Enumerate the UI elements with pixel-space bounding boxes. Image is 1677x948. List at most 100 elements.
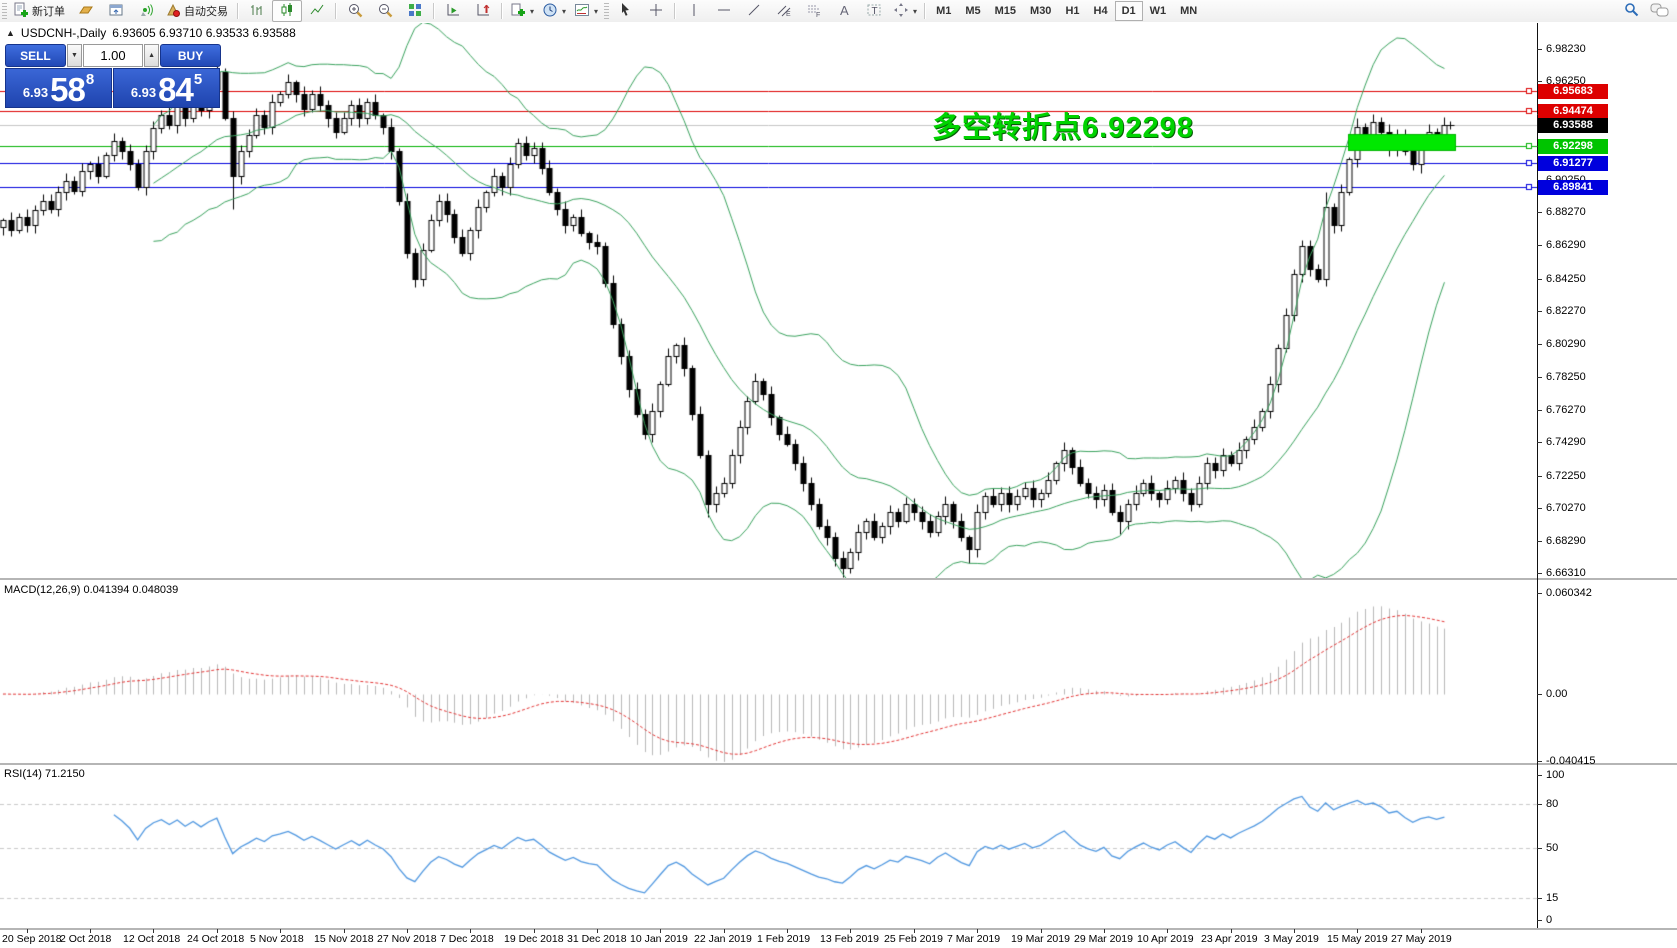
templates-button[interactable]: ▾ <box>570 0 602 22</box>
panel-separator[interactable] <box>0 928 1677 931</box>
text-label-button[interactable]: T <box>859 0 889 22</box>
buy-price-pips: 84 <box>158 71 194 108</box>
new-order-label: 新订单 <box>32 6 65 18</box>
price-tick-mark <box>1537 573 1542 574</box>
price-line-badge: 6.91277 <box>1538 156 1608 171</box>
panel-separator[interactable] <box>0 578 1677 581</box>
toolbar-separator <box>501 3 503 19</box>
line-chart-button[interactable] <box>302 0 332 22</box>
fibonacci-button[interactable]: F <box>799 0 829 22</box>
auto-scroll-button[interactable] <box>438 0 468 22</box>
chart-upload-icon <box>108 2 124 21</box>
macd-canvas[interactable] <box>0 581 1537 763</box>
svg-text:F: F <box>816 12 820 18</box>
price-tick-mark <box>1537 344 1542 345</box>
timeframe-m30[interactable]: M30 <box>1030 5 1052 17</box>
timeframe-mn[interactable]: MN <box>1180 5 1198 17</box>
date-label: 13 Feb 2019 <box>820 933 879 945</box>
turning-point-annotation[interactable]: 多空转折点6.92298 <box>932 112 1194 144</box>
date-tick-mark <box>724 929 725 933</box>
timeframe-m15[interactable]: M15 <box>994 5 1017 17</box>
date-label: 20 Sep 2018 <box>2 933 62 945</box>
toolbar-separator <box>237 3 239 19</box>
chat-icon[interactable] <box>1650 2 1669 21</box>
publish-chart-button[interactable] <box>101 0 131 22</box>
volume-input[interactable] <box>83 44 143 67</box>
periods-button[interactable]: ▾ <box>538 0 570 22</box>
search-icon[interactable] <box>1623 1 1640 21</box>
timeframe-w1[interactable]: W1 <box>1149 5 1167 17</box>
price-tick-mark <box>1537 541 1542 542</box>
indicators-button[interactable]: ▾ <box>506 0 538 22</box>
periods-caret: ▾ <box>562 6 567 16</box>
channel-icon: E <box>776 2 792 21</box>
sell-price-pips: 58 <box>50 71 86 108</box>
toolbar-grip[interactable] <box>604 3 610 19</box>
candlestick-chart-button[interactable] <box>272 0 302 22</box>
macd-tick-mark <box>1537 761 1542 762</box>
price-tick-label: 6.68290 <box>1546 535 1586 547</box>
arrows-button[interactable]: ▾ <box>889 0 921 22</box>
date-label: 3 May 2019 <box>1264 933 1319 945</box>
zoom-in-button[interactable] <box>340 0 370 22</box>
ohlc-values: 6.93605 6.93710 6.93533 6.93588 <box>112 26 296 40</box>
channel-button[interactable]: E <box>769 0 799 22</box>
timeframe-h1[interactable]: H1 <box>1065 5 1080 17</box>
symbol-timeframe-label: USDCNH-,Daily <box>20 26 107 40</box>
horizontal-line-button[interactable] <box>709 0 739 22</box>
collapse-panel-arrow[interactable]: ▲ <box>6 28 15 38</box>
price-tick-label: 6.72250 <box>1546 470 1586 482</box>
buy-button[interactable]: BUY <box>160 44 221 67</box>
timeframe-h4[interactable]: H4 <box>1093 5 1108 17</box>
date-tick-mark <box>1041 929 1042 933</box>
timeframe-m1[interactable]: M1 <box>936 5 952 17</box>
new-order-button[interactable]: 新订单 <box>9 0 71 22</box>
date-tick-mark <box>1357 929 1358 933</box>
zoom-out-button[interactable] <box>370 0 400 22</box>
main-chart-canvas[interactable] <box>0 23 1537 578</box>
vertical-line-button[interactable] <box>679 0 709 22</box>
timeframe-m5[interactable]: M5 <box>965 5 981 17</box>
volume-increase-button[interactable]: ▲ <box>144 44 160 67</box>
chart-shift-button[interactable] <box>468 0 498 22</box>
volume-decrease-button[interactable]: ▼ <box>66 44 82 67</box>
cursor-button[interactable] <box>611 0 641 22</box>
panel-separator[interactable] <box>0 763 1677 766</box>
indicators-caret: ▾ <box>530 6 535 16</box>
new-order-icon <box>13 2 29 21</box>
signals-button[interactable] <box>131 0 161 22</box>
crosshair-icon <box>648 2 664 21</box>
date-label: 15 May 2019 <box>1327 933 1388 945</box>
date-label: 2 Oct 2018 <box>60 933 112 945</box>
timeframe-d1[interactable]: D1 <box>1114 1 1143 21</box>
date-label: 19 Mar 2019 <box>1011 933 1070 945</box>
periods-clock-icon <box>542 2 558 21</box>
crosshair-button[interactable] <box>641 0 671 22</box>
date-label: 31 Dec 2018 <box>567 933 627 945</box>
auto-scroll-icon <box>445 2 461 21</box>
date-tick-mark <box>1167 929 1168 933</box>
tile-windows-button[interactable] <box>400 0 430 22</box>
date-tick-mark <box>407 929 408 933</box>
sell-price-display[interactable]: 6.93 58 8 <box>5 68 112 108</box>
price-tick-label: 6.78250 <box>1546 371 1586 383</box>
rsi-tick-label: 0 <box>1546 914 1553 926</box>
price-axis-line <box>1537 23 1538 928</box>
candlestick-chart-icon <box>279 2 295 21</box>
autotrading-label: 自动交易 <box>184 6 228 18</box>
autotrading-button[interactable]: 自动交易 <box>161 0 234 22</box>
trendline-icon <box>746 2 762 21</box>
bar-chart-button[interactable] <box>242 0 272 22</box>
text-button[interactable]: A <box>829 0 859 22</box>
toolbar-grip[interactable] <box>2 3 7 19</box>
signals-icon <box>138 2 154 21</box>
sell-button[interactable]: SELL <box>5 44 66 67</box>
market-depth-button[interactable] <box>71 0 101 22</box>
arrows-icon <box>893 2 909 21</box>
date-label: 15 Nov 2018 <box>314 933 374 945</box>
trendline-button[interactable] <box>739 0 769 22</box>
rsi-canvas[interactable] <box>0 766 1537 928</box>
buy-price-display[interactable]: 6.93 84 5 <box>113 68 220 108</box>
rsi-tick-mark <box>1537 848 1542 849</box>
price-tick-mark <box>1537 81 1542 82</box>
